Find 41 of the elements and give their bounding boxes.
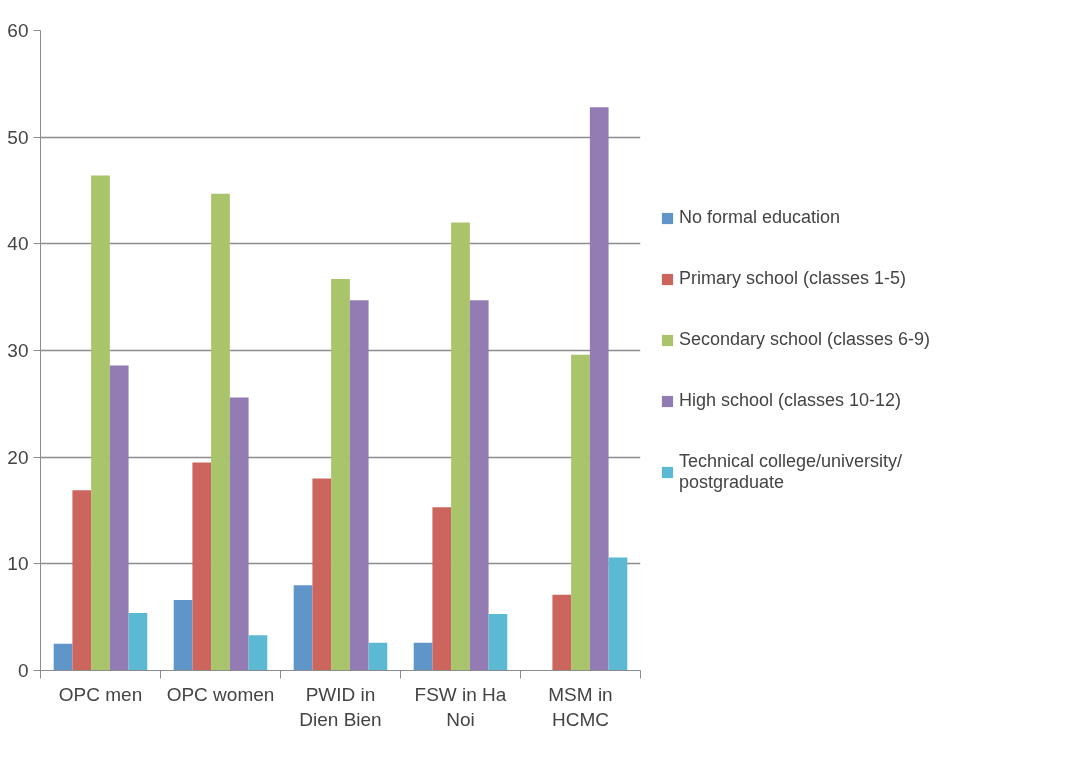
- bar: [488, 613, 508, 671]
- bar: [91, 175, 110, 671]
- y-tick-label: 10: [7, 553, 29, 575]
- bar: [312, 478, 332, 671]
- y-tick-label: 60: [7, 20, 29, 41]
- bar: [451, 222, 470, 671]
- y-tick-label: 50: [7, 126, 29, 148]
- x-tick-label: OPC women: [166, 683, 275, 705]
- bar: [432, 507, 452, 671]
- y-tick-label: 0: [17, 660, 29, 681]
- bar: [229, 397, 249, 671]
- x-tick-label: FSW in Ha Noi: [414, 683, 507, 730]
- bar: [331, 279, 350, 671]
- bar: [128, 612, 148, 671]
- bar: [552, 594, 572, 671]
- legend-label: Secondary school (classes 6-9): [679, 329, 931, 350]
- bar: [248, 635, 268, 671]
- bar: [368, 642, 388, 671]
- legend-label: Technical college/university/ postgraduate: [679, 451, 903, 493]
- legend-label: No formal education: [679, 207, 841, 228]
- y-tick-label: 30: [7, 340, 29, 361]
- legend-label: Primary school (classes 1-5): [679, 268, 907, 289]
- bar: [589, 107, 609, 671]
- bar: [72, 490, 92, 671]
- x-tick-label: MSM in HCMC: [548, 683, 613, 730]
- bar: [349, 300, 369, 671]
- x-tick-label: OPC men: [58, 683, 143, 705]
- bar: [173, 600, 193, 671]
- bar: [413, 642, 433, 671]
- bar: [53, 643, 73, 671]
- legend-label: High school (classes 10-12): [679, 390, 902, 411]
- y-tick-label: 20: [7, 446, 29, 468]
- x-tick-label: PWID in Dien Bien: [299, 683, 382, 730]
- bar: [608, 557, 628, 671]
- bar: [109, 365, 129, 671]
- bar: [293, 585, 313, 671]
- bar: [192, 462, 212, 671]
- bar: [211, 193, 230, 671]
- y-tick-label: 40: [7, 233, 29, 255]
- bar: [469, 300, 489, 671]
- bar: [571, 354, 590, 671]
